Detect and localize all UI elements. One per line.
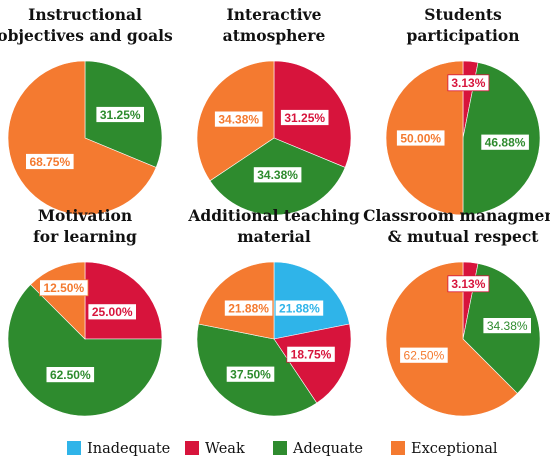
slice-label-box	[39, 279, 89, 297]
slice-label-text: 25.00%	[92, 305, 133, 319]
slice-label-box	[447, 275, 490, 293]
pie-title-line: Additional teaching	[187, 206, 360, 225]
slice-label-box	[252, 166, 303, 184]
pie-chart-3: Students participation 3.13% 46.88% 50.00%	[385, 5, 541, 216]
pie-title-line: & mutual respect	[388, 227, 540, 246]
slice-label-box	[280, 109, 330, 126]
slice-label-text: 3.13%	[451, 76, 485, 90]
pie-title-line: Instructional	[28, 5, 142, 24]
slice-label-box	[482, 317, 532, 335]
legend-label: Exceptional	[411, 441, 498, 457]
legend-label: Weak	[205, 441, 245, 457]
legend-item-adequate: Adequate	[273, 441, 363, 457]
slice-label-text: 62.50%	[50, 368, 91, 382]
legend: Inadequate Weak Adequate Exceptional	[67, 441, 498, 457]
slice-label-box	[95, 106, 145, 123]
slice-label: 3.13%	[447, 74, 490, 92]
legend-item-weak: Weak	[185, 441, 245, 457]
pie-title-line: participation	[407, 26, 520, 45]
slice-label-box	[223, 299, 274, 317]
slice-label-box	[225, 365, 276, 383]
pie-title-line: material	[237, 227, 311, 246]
pie-chart-1: Instructional objectives and goals 31.25% 6…	[0, 5, 173, 216]
slice-label-text: 34.38%	[257, 168, 298, 182]
slice-label-text: 12.50%	[43, 281, 84, 295]
legend-swatch	[391, 441, 405, 455]
slice-label: 50.00%	[396, 129, 446, 147]
slice-label: 34.38%	[214, 110, 264, 128]
pie-chart-5: Additional teaching material 21.88% 18.75% 3…	[187, 206, 360, 417]
slice-label: 21.88%	[223, 299, 274, 317]
pie-title-line: Classroom managment	[363, 206, 550, 225]
slice-label-box	[25, 153, 75, 170]
slice-label-box	[399, 346, 449, 364]
slice-label-text: 21.88%	[228, 301, 269, 315]
slice-label-text: 50.00%	[400, 131, 441, 145]
slice-label-text: 68.75%	[29, 155, 70, 169]
slice-label: 62.50%	[45, 366, 95, 384]
pie-slice-exceptional	[385, 261, 518, 417]
slice-label-text: 62.50%	[404, 349, 445, 363]
slice-label: 68.75%	[25, 153, 75, 170]
pie-slice-weak	[273, 323, 352, 404]
slice-label: 34.38%	[482, 317, 532, 335]
pie-chart-6: Classroom managment & mutual respect 3.13%…	[363, 206, 550, 417]
slice-label: 46.88%	[480, 133, 530, 151]
slice-label: 25.00%	[87, 303, 137, 321]
slice-label-text: 34.38%	[487, 319, 528, 333]
slice-label-box	[286, 345, 336, 363]
slice-label-text: 18.75%	[291, 348, 332, 362]
slice-label-text: 34.38%	[218, 112, 259, 126]
slice-label: 21.88%	[274, 299, 325, 317]
slice-label-text: 46.88%	[485, 136, 526, 150]
legend-item-exceptional: Exceptional	[391, 441, 498, 457]
pie-title-line: Interactive	[226, 5, 321, 24]
legend-swatch	[185, 441, 199, 455]
slice-label: 3.13%	[447, 275, 490, 293]
pie-slice-exceptional	[7, 60, 157, 216]
slice-label-text: 21.88%	[279, 301, 320, 315]
legend-item-inadequate: Inadequate	[67, 441, 170, 457]
legend-swatch	[273, 441, 287, 455]
slice-label-box	[480, 133, 530, 151]
slice-label-text: 37.50%	[230, 368, 271, 382]
pie-title-line: Students	[424, 5, 502, 24]
pie-chart-4: Motivation for learning 25.00% 62.50% 12.50%	[7, 206, 163, 417]
pie-chart-2: Interactive atmosphere 31.25% 34.38% 34.38%	[196, 5, 352, 216]
pie-title-line: Motivation	[38, 206, 132, 225]
legend-swatch	[67, 441, 81, 455]
slice-label: 31.25%	[280, 109, 330, 126]
slice-label-text: 31.25%	[284, 111, 325, 125]
slice-label-text: 3.13%	[451, 277, 485, 291]
pie-slice-weak	[84, 261, 163, 340]
slice-label: 31.25%	[95, 106, 145, 123]
pie-title-line: for learning	[33, 227, 137, 246]
pie-title-line: objectives and goals	[0, 26, 173, 45]
legend-label: Inadequate	[87, 441, 170, 457]
slice-label-box	[45, 366, 95, 384]
slice-label-box	[274, 299, 325, 317]
pie-title-line: atmosphere	[223, 26, 326, 45]
slice-label-box	[396, 129, 446, 147]
slice-label: 62.50%	[399, 346, 449, 364]
slice-label-text: 31.25%	[100, 108, 141, 122]
slice-label: 18.75%	[286, 345, 336, 363]
slice-label-box	[87, 303, 137, 321]
slice-label: 12.50%	[39, 279, 89, 297]
slice-label-box	[447, 74, 490, 92]
pie-slice-adequate	[7, 284, 163, 417]
slice-label: 37.50%	[225, 365, 276, 383]
slice-label: 34.38%	[252, 166, 303, 184]
slice-label-box	[214, 110, 264, 128]
legend-label: Adequate	[292, 441, 363, 457]
